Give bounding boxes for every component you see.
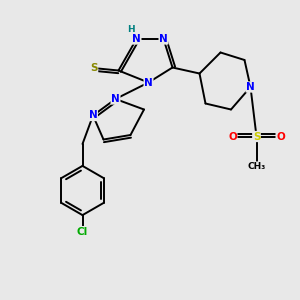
Text: N: N <box>144 77 153 88</box>
Text: CH₃: CH₃ <box>248 162 266 171</box>
Text: N: N <box>246 82 255 92</box>
Text: S: S <box>253 131 260 142</box>
Text: N: N <box>88 110 98 121</box>
Text: N: N <box>111 94 120 104</box>
Text: H: H <box>127 25 135 34</box>
Text: N: N <box>132 34 141 44</box>
Text: N: N <box>159 34 168 44</box>
Text: O: O <box>228 131 237 142</box>
Text: S: S <box>90 63 98 73</box>
Text: Cl: Cl <box>77 226 88 237</box>
Text: O: O <box>276 131 285 142</box>
